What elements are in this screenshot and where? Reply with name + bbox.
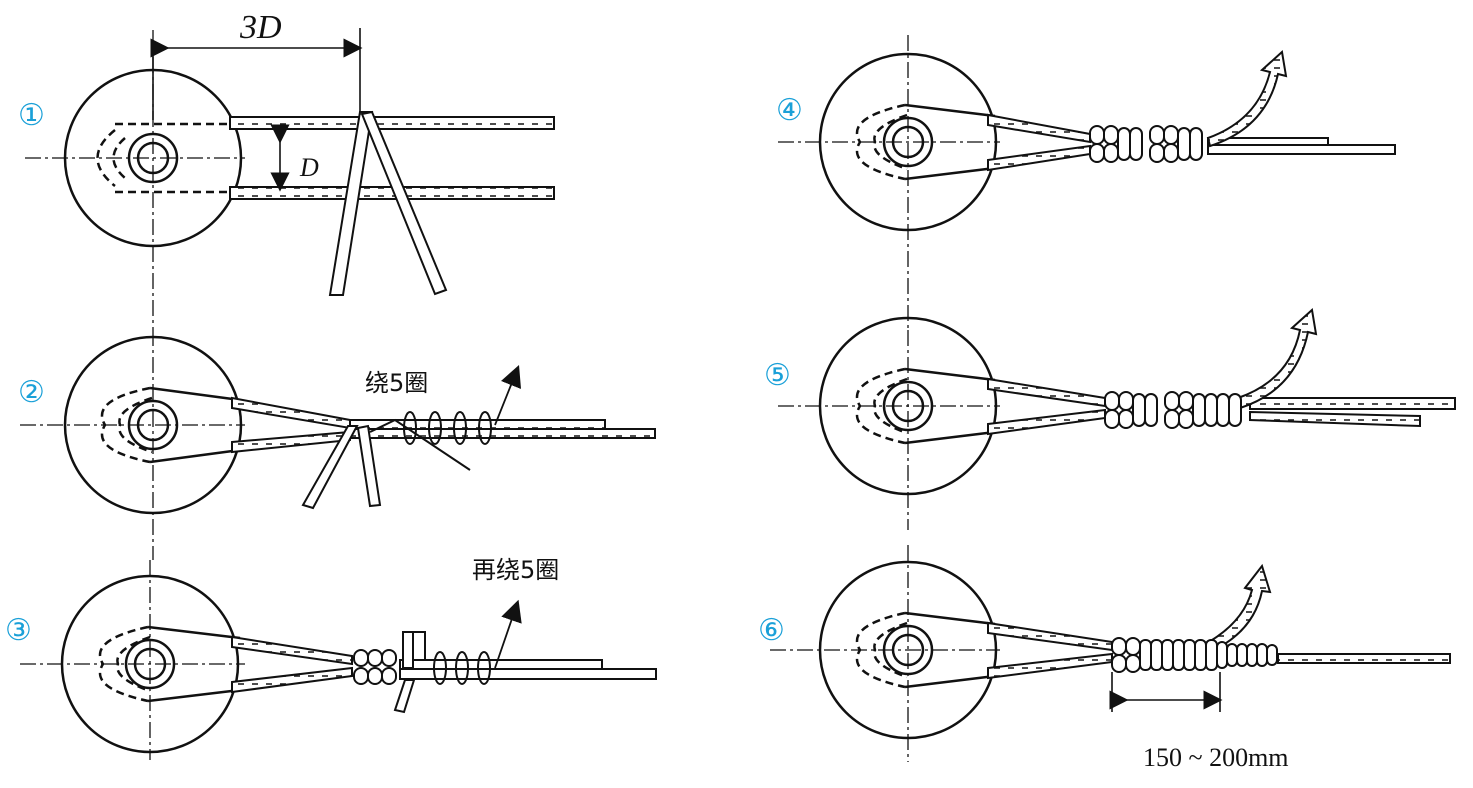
centerlines xyxy=(778,330,1000,530)
centerlines xyxy=(20,560,245,760)
step-number-6: ⑥ xyxy=(758,613,785,648)
annotation-wrap-5-more: 再绕5圈 xyxy=(472,556,559,584)
wrap-coils xyxy=(369,411,492,471)
step-number-3: ③ xyxy=(5,613,32,648)
centerlines xyxy=(778,35,1000,330)
rope-strands xyxy=(229,110,555,296)
centerlines xyxy=(770,545,1000,762)
rope-strands xyxy=(987,50,1396,172)
step-number-1: ① xyxy=(18,98,45,133)
annotation-wrap-5: 绕5圈 xyxy=(365,369,428,397)
label-3D: 3D xyxy=(239,9,282,46)
label-D: D xyxy=(299,153,319,182)
rope-strands xyxy=(231,396,656,510)
label-wrap-length: 150 ~ 200mm xyxy=(1143,743,1289,772)
step-6: ⑥ 150 ~ 200mm xyxy=(758,545,1451,772)
step-4: ④ xyxy=(776,35,1396,330)
wrap-coils xyxy=(1104,391,1242,429)
step-number-2: ② xyxy=(18,375,45,410)
step-1: ① 3D D xyxy=(18,9,555,330)
rope-strands xyxy=(231,631,657,714)
wrap-direction-arrow xyxy=(494,364,522,426)
wrap-coils xyxy=(353,649,491,685)
step-2: ② 绕5圈 xyxy=(18,330,656,560)
rope-strands xyxy=(987,563,1451,680)
step-number-5: ⑤ xyxy=(764,358,791,393)
dimension-3D xyxy=(150,28,363,120)
centerlines xyxy=(20,330,245,560)
wrap-direction-arrow xyxy=(494,599,522,669)
rope-strands xyxy=(987,308,1456,436)
wrap-coils xyxy=(1089,125,1203,163)
dimension-wrap-length xyxy=(1109,672,1223,712)
centerlines xyxy=(25,30,245,330)
wrap-coils xyxy=(1111,637,1278,673)
step-5: ⑤ xyxy=(764,308,1456,530)
step-number-4: ④ xyxy=(776,93,803,128)
step-3: ③ 再绕5圈 xyxy=(5,556,657,760)
